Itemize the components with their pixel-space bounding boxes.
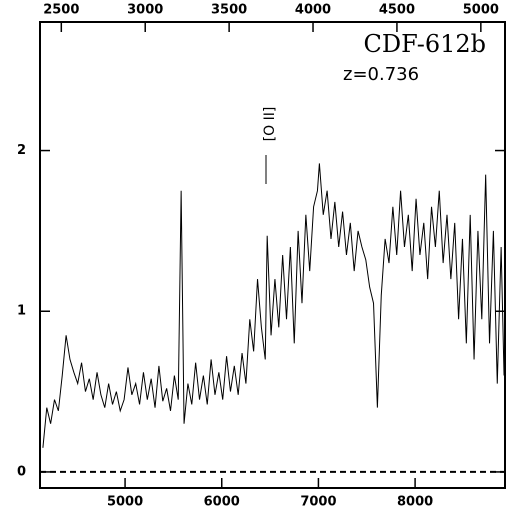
x2-tick-label: 3000 — [127, 3, 163, 18]
x2-tick-label: 5000 — [463, 3, 499, 18]
x2-tick-label: 4500 — [379, 3, 415, 18]
plot-frame — [39, 21, 506, 489]
x-tick-label: 6000 — [204, 495, 240, 510]
annotation: [O II] — [262, 107, 278, 142]
x-tick-label: 5000 — [107, 495, 143, 510]
chart-subtitle: z=0.736 — [343, 64, 419, 85]
x2-tick-label: 2500 — [43, 3, 79, 18]
spectrum-line — [42, 163, 505, 448]
x2-tick-label: 4000 — [295, 3, 331, 18]
y-tick-label: 2 — [17, 143, 26, 158]
x-tick-label: 8000 — [397, 495, 433, 510]
y-tick-label: 1 — [17, 304, 26, 319]
x2-tick-label: 3500 — [211, 3, 247, 18]
x-tick-label: 7000 — [300, 495, 336, 510]
chart-title: CDF-612b — [364, 30, 486, 58]
y-tick-label: 0 — [17, 464, 26, 479]
